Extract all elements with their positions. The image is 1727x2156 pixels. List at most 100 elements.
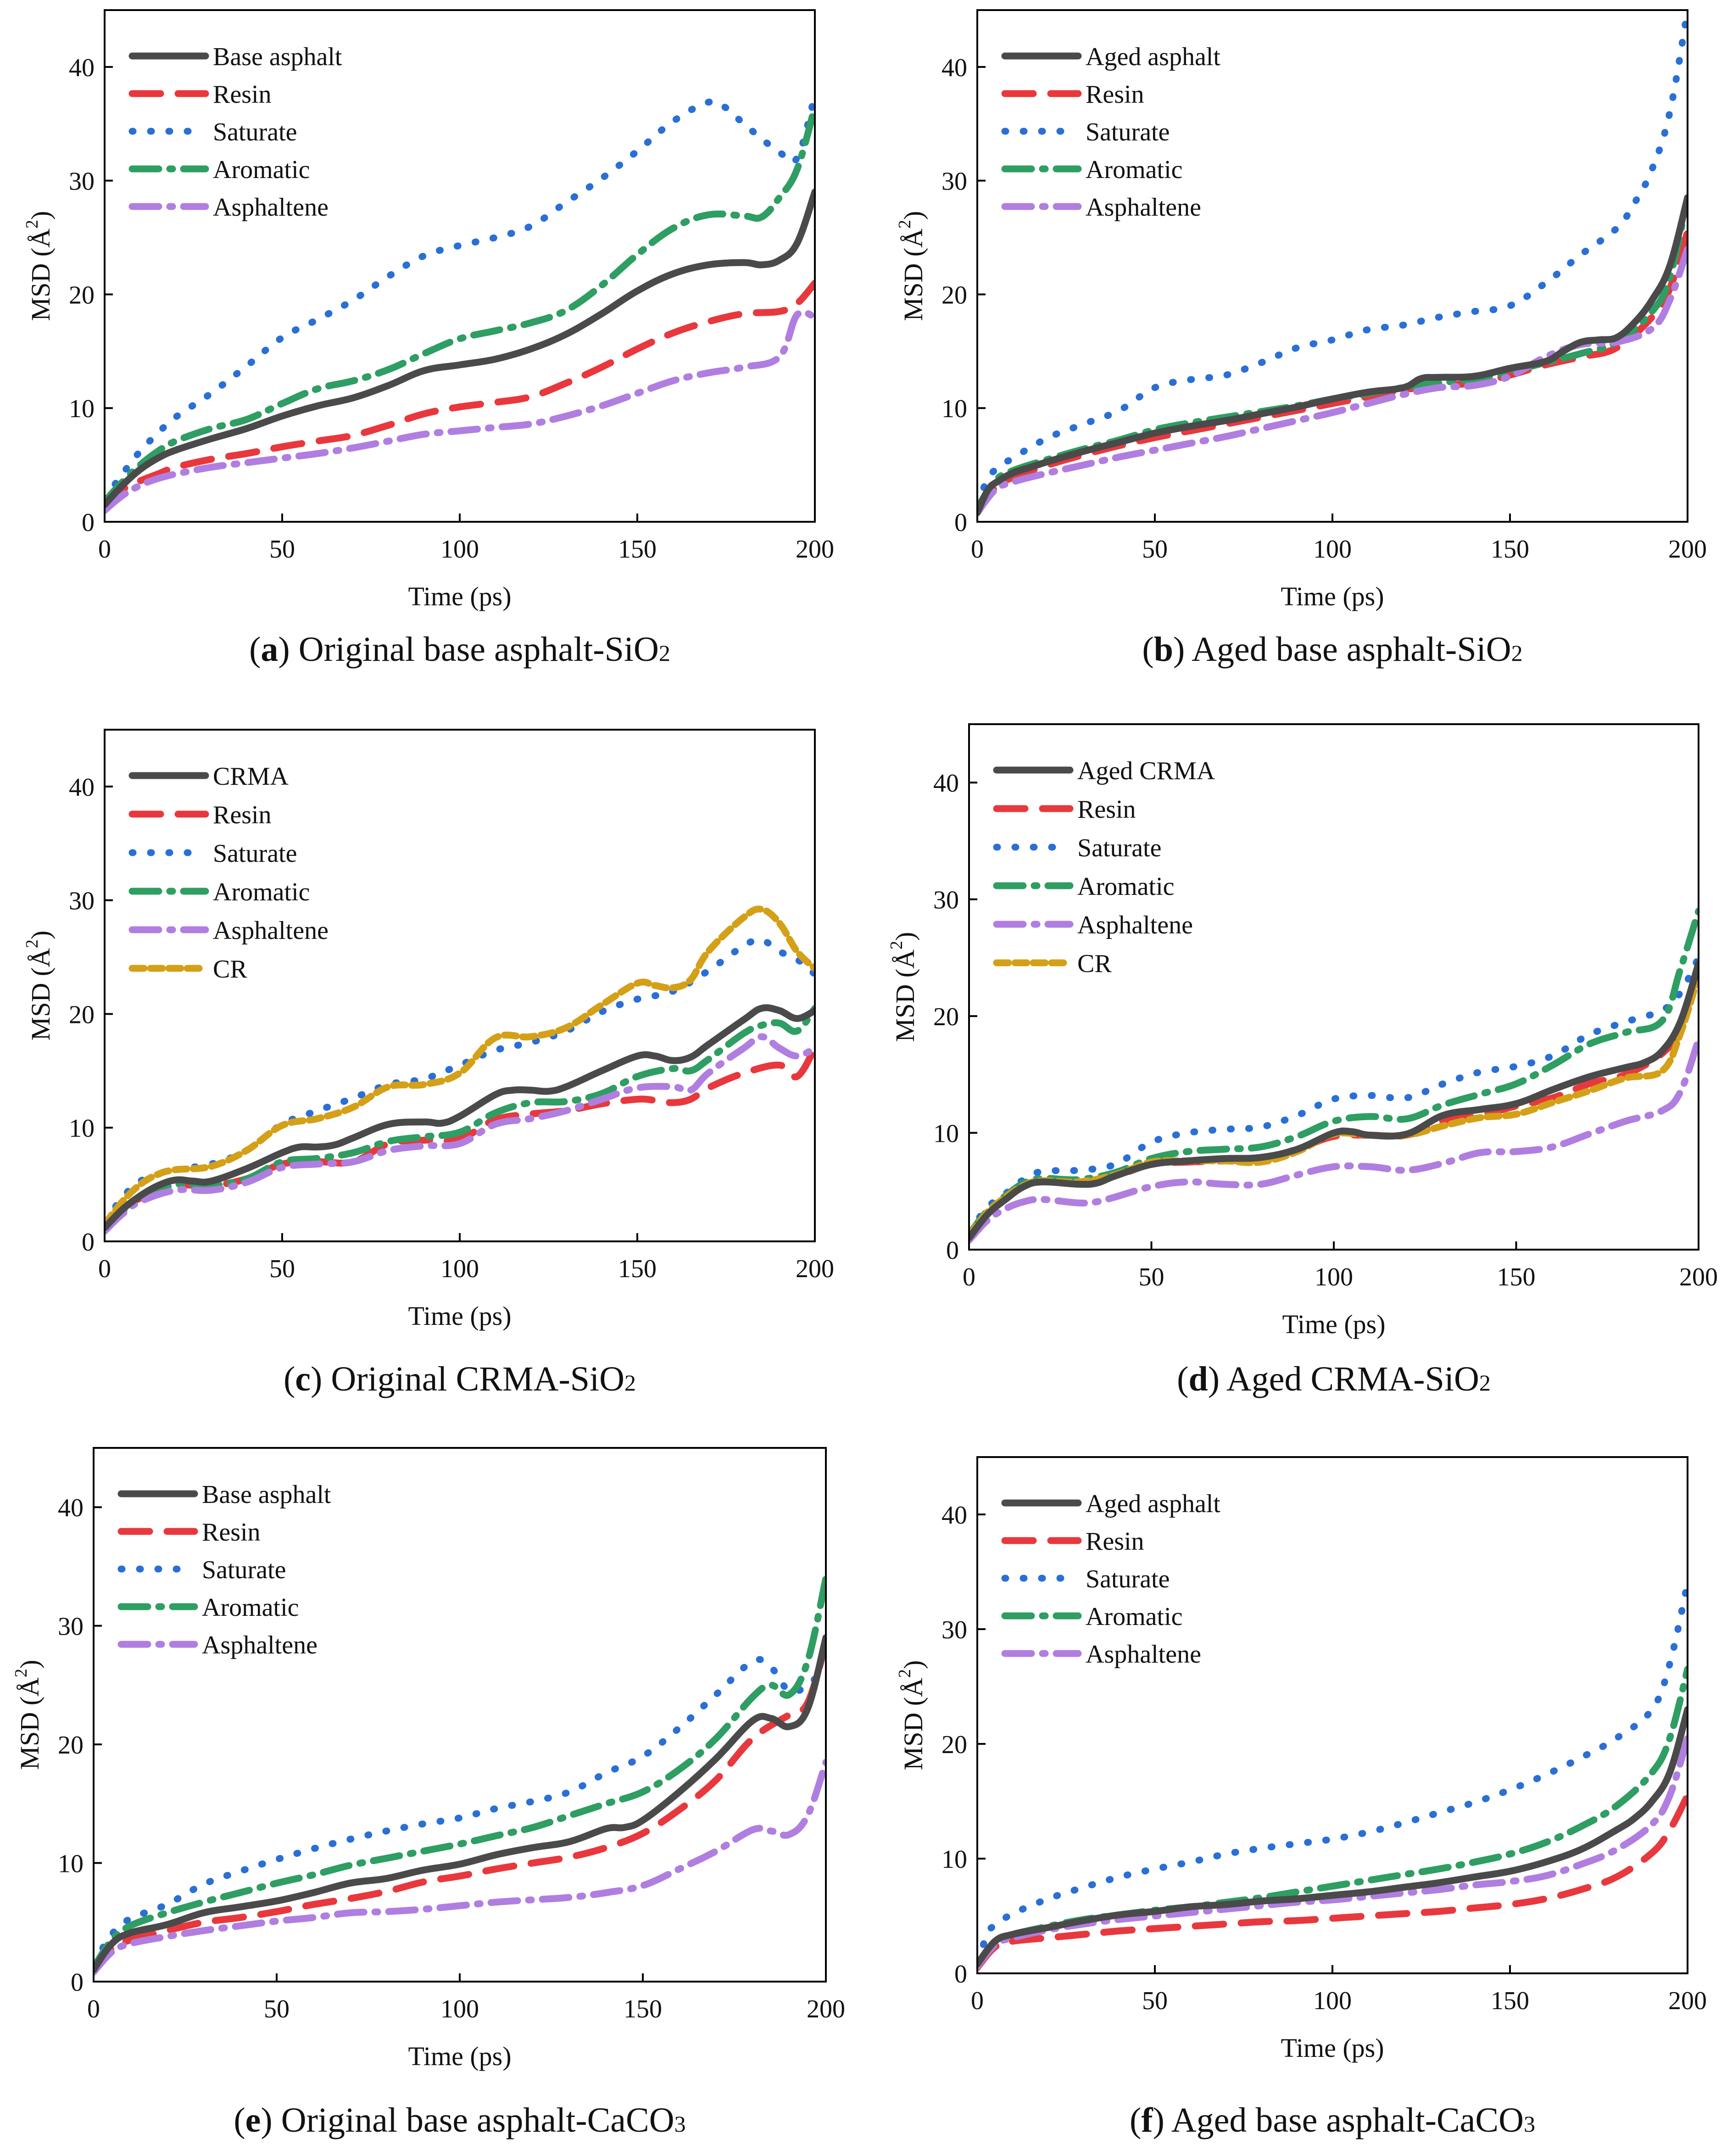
caption-text: Aged base asphalt-SiO (1185, 630, 1511, 669)
caption-text: Aged CRMA-SiO (1220, 1360, 1479, 1398)
y-tick-label: 20 (941, 281, 967, 309)
plot-area (105, 905, 815, 1235)
x-tick-label: 50 (1142, 1987, 1168, 2015)
caption-text: Original CRMA-SiO (322, 1360, 624, 1398)
legend-label: Asphaltene (1086, 193, 1201, 222)
x-tick-label: 0 (963, 1263, 975, 1291)
y-axis-label-unit: Å (890, 950, 920, 969)
series-line-asphaltene (105, 308, 815, 514)
y-tick-label: 30 (69, 168, 95, 196)
plot-area (94, 1575, 826, 1976)
legend-label: Aromatic (213, 878, 310, 906)
y-tick-label: 40 (933, 769, 959, 798)
series-line-resin (105, 279, 815, 512)
series-line-cr (969, 972, 1699, 1239)
panel-caption-b: (b) Aged base asphalt-SiO2 (1142, 630, 1522, 669)
y-tick-label: 10 (69, 1114, 95, 1143)
x-tick-label: 150 (618, 1255, 657, 1283)
caption-paren-close: ) (1208, 1360, 1220, 1398)
legend-label: Asphaltene (213, 193, 329, 222)
y-tick-label: 10 (69, 395, 95, 423)
legend-label: Aged asphalt (1086, 1490, 1220, 1518)
x-tick-label: 0 (971, 535, 984, 564)
series-line-aromatic (105, 1005, 815, 1234)
y-tick-label: 20 (941, 1731, 967, 1759)
x-tick-label: 200 (796, 1255, 834, 1283)
series-line-main (105, 188, 815, 508)
x-tick-label: 150 (1497, 1263, 1536, 1291)
y-axis-label-prefix: MSD ( (26, 967, 56, 1041)
y-axis-label-unit: Å (15, 1677, 45, 1697)
x-tick-label: 150 (624, 1995, 662, 2023)
x-tick-label: 150 (1491, 1987, 1529, 2015)
x-axis-label: Time (ps) (1281, 2033, 1384, 2063)
x-axis-label: Time (ps) (1281, 581, 1384, 611)
x-tick-label: 50 (264, 1995, 290, 2023)
series-line-saturate (969, 954, 1699, 1236)
x-tick-label: 0 (87, 1995, 100, 2023)
y-axis-label-sup: 2 (895, 220, 914, 229)
caption-letter: e (245, 2101, 261, 2139)
series-line-resin (94, 1640, 826, 1976)
series-line-main (977, 194, 1688, 516)
y-tick-label: 20 (58, 1731, 84, 1759)
panel-caption-e: (e) Original base asphalt-CaCO3 (234, 2101, 685, 2139)
legend-label: Resin (213, 80, 272, 109)
series-line-main (977, 1706, 1688, 1968)
y-tick-label: 20 (933, 1003, 959, 1031)
legend-label: CR (213, 955, 247, 983)
series-line-resin (977, 228, 1688, 516)
chart-panel-f: 0 50 100 150 200 0 10 20 30 40 Time (ps) MSD (Å2) Ag… (895, 1456, 1707, 2063)
x-tick-label: 100 (1313, 1987, 1352, 2015)
plot-area (977, 1580, 1688, 1971)
legend-label: Aromatic (1077, 872, 1174, 901)
panel-caption-c: (c) Original CRMA-SiO2 (284, 1360, 636, 1398)
caption-subscript: 3 (1524, 2111, 1535, 2137)
y-tick-label: 10 (933, 1120, 959, 1148)
caption-subscript: 2 (624, 1370, 636, 1396)
legend-label: Aromatic (202, 1593, 299, 1622)
legend-label: Aged CRMA (1077, 757, 1215, 785)
caption-letter: b (1154, 630, 1173, 669)
legend-label: Aromatic (1086, 156, 1182, 184)
x-tick-label: 50 (269, 535, 295, 564)
legend-label: Resin (202, 1518, 261, 1547)
y-tick-label: 40 (58, 1494, 84, 1522)
y-axis-label-sup: 2 (11, 1669, 31, 1677)
legend-label: Saturate (1077, 834, 1161, 862)
plot-area (977, 10, 1688, 516)
legend-label: Asphaltene (213, 916, 329, 945)
x-tick-label: 50 (269, 1255, 295, 1283)
x-tick-label: 100 (440, 535, 479, 564)
series-line-asphaltene (105, 1033, 815, 1235)
y-axis-label-prefix: MSD ( (898, 248, 928, 321)
y-axis-label-prefix: MSD ( (26, 248, 56, 321)
chart-panel-b: 0 50 100 150 200 0 10 20 30 40 Time (ps) MSD (Å2) Ag… (895, 9, 1707, 611)
legend-label: Asphaltene (1086, 1640, 1201, 1669)
y-axis-label-suffix: ) (15, 1660, 45, 1669)
y-tick-label: 0 (82, 508, 95, 537)
y-tick-label: 40 (69, 773, 95, 802)
x-tick-label: 0 (971, 1987, 984, 2015)
legend-label: Resin (1077, 795, 1136, 824)
legend-label: Saturate (1086, 1565, 1170, 1593)
y-tick-label: 0 (954, 1960, 967, 1988)
y-axis-label-sup: 2 (887, 941, 906, 950)
y-tick-label: 30 (58, 1613, 84, 1641)
series-line-asphaltene (969, 1036, 1699, 1244)
y-axis-label: MSD (Å2) (887, 932, 920, 1042)
y-axis-label: MSD (Å2) (895, 211, 928, 321)
plot-area (969, 907, 1699, 1244)
y-tick-label: 0 (71, 1968, 84, 1997)
legend-label: Aged asphalt (1086, 43, 1220, 71)
legend-label: Saturate (213, 839, 297, 868)
chart-panel-e: 0 50 100 150 200 0 10 20 30 40 Time (ps) MSD (Å2) Ba… (11, 1447, 845, 2071)
y-tick-label: 10 (941, 395, 967, 423)
series-line-saturate (977, 1580, 1688, 1966)
panel-caption-f: (f) Aged base asphalt-CaCO3 (1130, 2101, 1535, 2139)
series-line-asphaltene (94, 1759, 826, 1976)
caption-paren-open: ( (1142, 630, 1153, 669)
x-axis-label: Time (ps) (408, 2041, 511, 2071)
y-tick-label: 30 (941, 168, 967, 196)
x-tick-label: 100 (1313, 535, 1352, 564)
